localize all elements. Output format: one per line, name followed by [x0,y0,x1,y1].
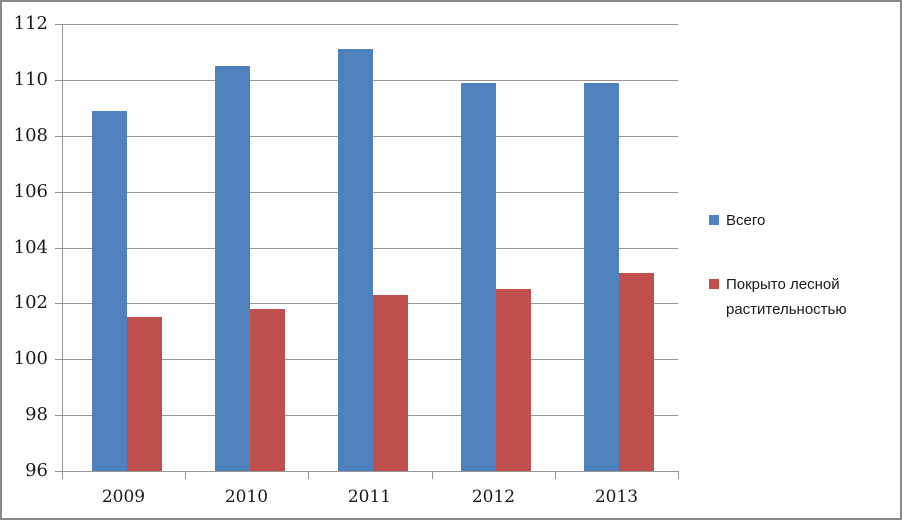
bar-covered-2012 [496,289,531,471]
legend-item-covered: Покрыто лесной растительностью [709,272,876,322]
x-tick-label: 2012 [471,487,516,507]
y-axis-tick [55,303,62,304]
x-axis-tick [308,471,309,479]
y-tick-label: 100 [13,348,48,369]
legend-label-total: Всего [726,212,766,229]
bar-total-2013 [584,83,619,471]
bar-covered-2009 [127,317,162,471]
x-axis-tick [555,471,556,479]
y-tick-label: 96 [25,460,48,481]
x-axis-tick [432,471,433,479]
bar-total-2012 [461,83,496,471]
bar-covered-2010 [250,309,285,471]
x-tick-label: 2011 [347,487,392,507]
bar-total-2010 [215,66,250,471]
y-tick-label: 106 [13,181,48,202]
x-axis-tick [185,471,186,479]
y-axis-tick [55,415,62,416]
bar-total-2011 [338,49,373,471]
gridline [62,471,678,472]
legend-swatch-total-icon [709,215,719,225]
y-axis-tick [55,80,62,81]
x-axis-tick [62,471,63,479]
y-tick-label: 104 [13,237,48,258]
bar-total-2009 [92,111,127,471]
y-axis-line [62,24,63,479]
y-axis-tick [55,359,62,360]
bar-covered-2011 [373,295,408,471]
x-tick-label: 2009 [101,487,146,507]
y-tick-label: 102 [13,292,48,313]
gridline [62,24,678,25]
y-axis-tick [55,471,62,472]
y-tick-label: 110 [13,69,48,90]
x-axis-tick [678,471,679,479]
y-tick-label: 108 [13,125,48,146]
x-tick-label: 2010 [224,487,269,507]
y-axis-tick [55,192,62,193]
legend-swatch-covered-icon [709,279,719,289]
legend-item-total: Всего [709,208,765,233]
bar-covered-2013 [619,273,654,471]
y-axis-tick [55,136,62,137]
legend-label-covered: Покрыто лесной растительностью [726,276,847,318]
y-tick-label: 112 [13,13,48,34]
y-axis-tick [55,24,62,25]
y-axis-tick [55,248,62,249]
x-tick-label: 2013 [594,487,639,507]
y-tick-label: 98 [25,404,48,425]
